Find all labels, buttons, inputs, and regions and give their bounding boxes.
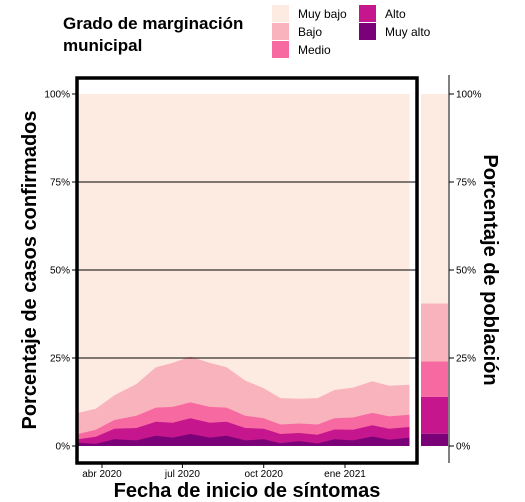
y2-tick-label: 100%	[456, 90, 482, 101]
y-tick-label: 75%	[50, 178, 70, 189]
x-axis-title: Fecha de inicio de síntomas	[114, 480, 381, 502]
legend-label: Alto	[385, 7, 406, 21]
y-tick-label: 25%	[50, 354, 70, 365]
y2-tick-label: 0%	[456, 442, 471, 453]
area-muy-alto	[78, 434, 410, 446]
y-tick-label: 50%	[50, 266, 70, 277]
x-tick-label: oct 2020	[245, 469, 284, 480]
x-tick-label: abr 2020	[82, 469, 122, 480]
population-bar	[421, 94, 448, 446]
x-tick-label: ene 2021	[324, 469, 366, 480]
population-segment-bajo	[421, 303, 448, 362]
x-tick-label: jul 2020	[164, 469, 200, 480]
legend-label: Bajo	[298, 25, 322, 39]
y2-tick-label: 75%	[456, 178, 476, 189]
population-segment-medio	[421, 361, 448, 397]
legend-swatch	[272, 23, 289, 40]
legend: Grado de marginación municipal Muy bajo B…	[63, 5, 431, 58]
legend-swatch	[359, 5, 376, 22]
secondary-y-axis-title: Porcentaje de población	[479, 154, 501, 385]
y-tick-label: 0%	[56, 442, 71, 453]
legend-swatch	[359, 23, 376, 40]
legend-title-line1: Grado de marginación	[63, 14, 243, 33]
legend-swatch	[272, 41, 289, 58]
y-tick-label: 100%	[44, 90, 70, 101]
main-plot: 0% 25% 50% 75% 100% abr 2020 jul 2020 oct 2020…	[44, 76, 419, 480]
population-segment-muy-alto	[421, 433, 448, 446]
legend-title-line2: municipal	[63, 36, 142, 55]
y2-tick-label: 50%	[456, 266, 476, 277]
legend-swatch	[272, 5, 289, 22]
legend-label: Medio	[298, 43, 331, 57]
y-axis-title: Porcentaje de casos confirmados	[19, 110, 41, 429]
population-segment-muy-bajo	[421, 94, 448, 304]
legend-label: Muy alto	[385, 25, 431, 39]
y2-tick-label: 25%	[456, 354, 476, 365]
legend-label: Muy bajo	[298, 7, 347, 21]
population-segment-alto	[421, 396, 448, 434]
